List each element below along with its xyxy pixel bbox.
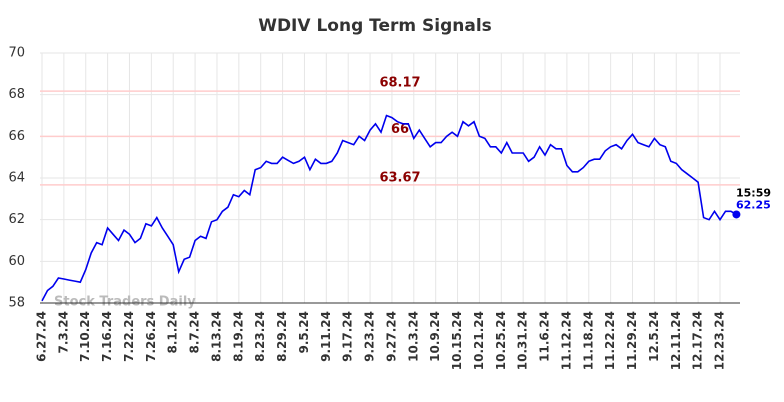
x-tick-label: 6.27.24: [35, 311, 49, 362]
chart-title: WDIV Long Term Signals: [258, 16, 492, 36]
y-tick-label: 62: [8, 212, 25, 227]
x-tick-label: 10.25.24: [494, 311, 508, 370]
x-tick-label: 9.11.24: [319, 311, 333, 362]
x-tick-label: 10.15.24: [450, 311, 464, 370]
x-tick-label: 11.6.24: [538, 311, 552, 362]
x-tick-label: 12.11.24: [669, 311, 683, 370]
x-tick-label: 9.23.24: [363, 311, 377, 362]
x-tick-label: 8.13.24: [209, 311, 223, 362]
x-tick-label: 11.12.24: [559, 311, 573, 370]
last-value: 62.25: [736, 198, 771, 211]
y-tick-label: 70: [8, 46, 25, 61]
x-tick-label: 12.23.24: [713, 311, 727, 370]
y-tick-label: 58: [8, 296, 25, 311]
x-tick-label: 9.5.24: [297, 311, 311, 354]
signal-label: 63.67: [379, 170, 420, 185]
x-tick-label: 12.17.24: [691, 311, 705, 370]
signal-label: 68.17: [379, 76, 420, 91]
signal-label: 66: [391, 122, 409, 137]
x-tick-label: 10.31.24: [516, 311, 530, 370]
x-tick-label: 11.18.24: [581, 311, 595, 370]
x-tick-label: 8.1.24: [166, 311, 180, 354]
x-tick-label: 7.3.24: [56, 311, 70, 354]
x-tick-label: 7.16.24: [100, 311, 114, 362]
watermark: Stock Traders Daily: [54, 295, 196, 310]
x-tick-label: 9.27.24: [384, 311, 398, 362]
x-tick-label: 8.7.24: [188, 311, 202, 354]
last-point: [732, 210, 741, 219]
y-tick-label: 66: [8, 129, 25, 144]
x-tick-label: 8.23.24: [253, 311, 267, 362]
x-tick-label: 7.26.24: [144, 311, 158, 362]
x-tick-label: 12.5.24: [647, 311, 661, 362]
x-tick-label: 11.22.24: [603, 311, 617, 370]
x-tick-label: 8.19.24: [231, 311, 245, 362]
x-tick-label: 10.9.24: [428, 311, 442, 362]
x-tick-label: 7.22.24: [122, 311, 136, 362]
y-tick-label: 60: [8, 254, 25, 269]
price-line: [41, 114, 737, 302]
x-tick-label: 10.3.24: [406, 311, 420, 362]
y-tick-label: 68: [8, 87, 25, 102]
x-tick-label: 11.29.24: [625, 311, 639, 370]
last-time: 15:59: [736, 186, 771, 199]
y-tick-label: 64: [8, 171, 25, 186]
x-tick-label: 7.10.24: [78, 311, 92, 362]
x-tick-label: 8.29.24: [275, 311, 289, 362]
x-tick-label: 10.21.24: [472, 311, 486, 370]
x-tick-label: 9.17.24: [341, 311, 355, 362]
